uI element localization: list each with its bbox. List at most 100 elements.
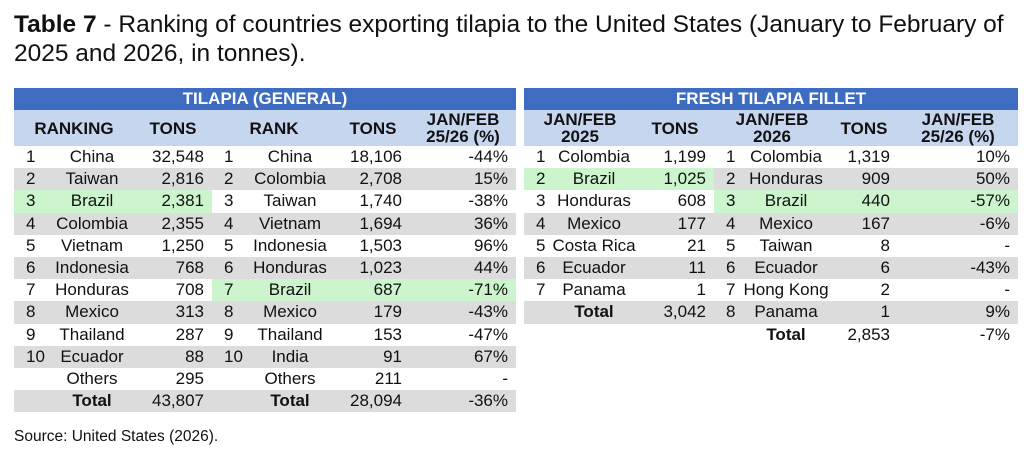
table-heading: TILAPIA (GENERAL) [14,88,516,110]
column-header: TONS [636,110,714,146]
country-cell: Panama [754,302,818,322]
country-cell: Taiwan [65,169,119,189]
country-cell: Colombia [558,147,630,167]
change-cell: -57% [970,191,1010,211]
rank-cell: 10 [224,346,243,366]
rank-cell: 3 [536,191,546,211]
change-cell: 36% [473,213,508,233]
country-cell: Honduras [557,191,631,211]
change-cell: 44% [473,258,508,278]
tons-cell: 28,094 [350,391,402,411]
change-cell: -38% [468,191,508,211]
tons-cell: 768 [175,258,204,278]
country-cell: Indonesia [253,235,327,255]
tons-cell: 1 [696,280,706,300]
row-shading [212,212,516,235]
column-header: TONS [336,110,410,146]
tons-cell: 1,199 [663,147,706,167]
tons-cell: 440 [861,191,890,211]
country-cell: Honduras [253,258,327,278]
country-cell: Hong Kong [743,280,829,300]
rank-cell: 9 [26,324,36,344]
row-shading [14,168,212,191]
country-cell: Colombia [56,213,128,233]
change-cell: -6% [979,213,1010,233]
row-highlight [714,190,1018,213]
column-header: JAN/FEB 25/26 (%) [410,110,516,146]
tons-cell: 1 [880,302,890,322]
tons-cell: 287 [175,324,204,344]
row-shading [14,212,212,235]
tons-cell: 11 [688,258,706,278]
rank-cell: 3 [26,191,36,211]
column-header: TONS [134,110,212,146]
country-cell: Vietnam [60,235,124,255]
country-cell: Mexico [65,302,119,322]
row-shading [714,257,1018,280]
change-cell: - [502,369,508,389]
country-cell: Ecuador [754,258,818,278]
change-cell: -43% [468,302,508,322]
country-cell: Total [766,324,806,344]
tons-cell: 88 [185,346,204,366]
column-header: JAN/FEB 25/26 (%) [898,110,1018,146]
change-cell: 10% [975,147,1010,167]
tons-cell: 1,694 [359,213,402,233]
change-cell: -7% [979,324,1010,344]
rank-cell: 6 [224,258,234,278]
change-cell: - [1004,280,1010,300]
row-shading [14,390,212,413]
column-header: JAN/FEB 2025 [524,110,636,146]
title-label: Table 7 [14,11,97,38]
tons-cell: 313 [175,302,204,322]
rank-cell: 8 [726,302,736,322]
country-cell: India [271,346,309,366]
row-shading [212,168,516,191]
tons-cell: 177 [677,213,706,233]
row-highlight [212,279,516,302]
row-shading [714,168,1018,191]
column-header: RANKING [14,110,134,146]
tons-cell: 1,250 [161,235,204,255]
change-cell: -43% [970,258,1010,278]
row-shading [212,257,516,280]
country-cell: China [267,147,313,167]
row-shading [14,257,212,280]
rank-cell: 4 [224,213,234,233]
tons-cell: 1,503 [359,235,402,255]
tons-cell: 153 [373,324,402,344]
tons-cell: 2,381 [161,191,204,211]
country-cell: Vietnam [258,213,322,233]
country-cell: Costa Rica [552,235,636,255]
tons-cell: 295 [175,369,204,389]
country-cell: Honduras [55,280,129,300]
country-cell: Total [72,391,112,411]
rank-cell: 4 [726,213,736,233]
country-cell: Thailand [59,324,125,344]
tons-cell: 167 [861,213,890,233]
rank-cell: 3 [726,191,736,211]
country-cell: Total [270,391,310,411]
tons-cell: 32,548 [152,147,204,167]
country-cell: Ecuador [562,258,626,278]
tons-cell: 687 [373,280,402,300]
tons-cell: 909 [861,169,890,189]
row-shading [212,301,516,324]
country-cell: Brazil [268,280,312,300]
change-cell: 67% [473,346,508,366]
rank-cell: 7 [726,280,736,300]
country-cell: Brazil [70,191,114,211]
rank-cell: 2 [224,169,234,189]
country-cell: Indonesia [55,258,129,278]
rank-cell: 10 [26,346,45,366]
rank-cell: 4 [26,213,36,233]
country-cell: Honduras [749,169,823,189]
tons-cell: 3,042 [663,302,706,322]
change-cell: -44% [468,147,508,167]
title: Table 7 - Ranking of countries exporting… [14,10,1004,68]
tons-cell: 179 [373,302,402,322]
country-cell: Colombia [750,147,822,167]
table-heading: FRESH TILAPIA FILLET [524,88,1018,110]
rank-cell: 3 [224,191,234,211]
country-cell: Mexico [567,213,621,233]
